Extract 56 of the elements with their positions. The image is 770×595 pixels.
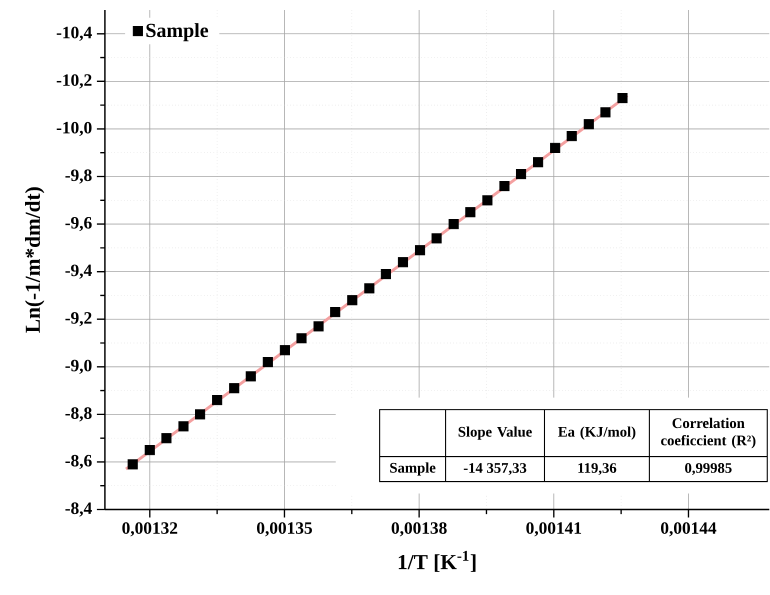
x-tick-label: 0,00135	[256, 522, 312, 536]
y-tick-label: -9,0	[65, 359, 92, 374]
point	[516, 168, 526, 179]
annotation: -14 357,33	[464, 462, 526, 475]
point	[550, 142, 560, 153]
point	[364, 283, 374, 294]
annotation: Sample	[390, 462, 436, 476]
point	[482, 195, 492, 206]
point	[584, 118, 594, 130]
x-axis-title: 1/T [K$^{-1}$]	[398, 550, 476, 572]
point	[280, 344, 290, 356]
y-tick-label: -9,6	[65, 216, 92, 231]
x-tick-label: 0,00144	[660, 522, 716, 536]
point	[414, 244, 426, 256]
point	[617, 92, 628, 103]
point	[347, 294, 358, 306]
point	[448, 218, 459, 229]
point	[533, 156, 544, 168]
y-tick-label: -9,2	[65, 312, 92, 326]
point	[212, 394, 222, 405]
y-tick-label: -10,0	[56, 122, 92, 136]
y-tick-label: -8,6	[65, 454, 92, 469]
y-tick-label: -10,4	[56, 26, 92, 41]
point	[144, 444, 155, 455]
x-tick-label: 0,00132	[122, 522, 178, 536]
point	[161, 432, 172, 444]
x-tick-label: 0,00141	[526, 522, 582, 536]
annotation: Slope Value	[458, 426, 532, 440]
annotation: 0,99985	[685, 462, 732, 475]
point	[296, 332, 307, 344]
point	[229, 382, 240, 394]
y-tick-label: -9,4	[65, 264, 92, 279]
y-axis-title: Ln(-1/m*dm/dt)	[25, 187, 44, 333]
point	[499, 180, 510, 191]
point	[432, 233, 442, 244]
point	[246, 371, 256, 382]
x-tick-label: 0,00138	[392, 522, 447, 536]
point	[178, 420, 189, 432]
point	[330, 306, 340, 317]
y-tick-label: -8,4	[65, 502, 92, 516]
point	[398, 256, 408, 267]
point	[314, 321, 324, 332]
point	[566, 130, 577, 141]
y-tick-label: -9,8	[65, 169, 92, 184]
y-tick-label: -8,8	[65, 407, 92, 422]
point	[465, 206, 476, 218]
point	[128, 459, 138, 470]
legend-label: Sample	[146, 22, 208, 41]
annotation: Ea (KJ/mol)	[558, 426, 636, 440]
point	[380, 268, 391, 279]
annotation: Correlation coeficcient (R²)	[661, 418, 756, 448]
y-tick-label: -10,2	[56, 74, 92, 88]
point	[195, 409, 206, 420]
point	[600, 107, 610, 118]
annotation: 119,36	[578, 462, 616, 475]
point	[262, 356, 273, 367]
